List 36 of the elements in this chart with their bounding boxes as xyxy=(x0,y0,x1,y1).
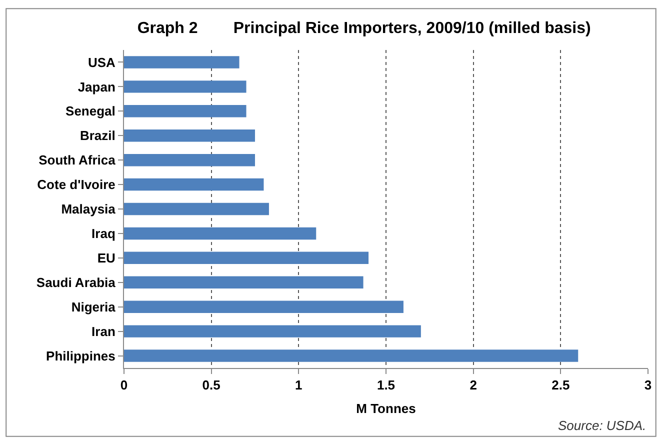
bar xyxy=(124,350,578,362)
bar xyxy=(124,252,369,264)
y-tick-label: Malaysia xyxy=(61,202,116,217)
bar xyxy=(124,202,269,216)
bar xyxy=(124,300,404,313)
y-tick-label: USA xyxy=(88,54,116,70)
y-tick-label: Cote d'Ivoire xyxy=(37,177,116,192)
bar xyxy=(124,105,246,118)
bar xyxy=(124,227,316,240)
x-tick-label: 3 xyxy=(644,378,652,393)
x-tick-label: 0.5 xyxy=(202,378,220,393)
source-note: Source: USDA. xyxy=(558,418,646,433)
bar xyxy=(124,276,364,288)
x-tick-label: 0 xyxy=(120,378,128,393)
x-tick-label: 1.5 xyxy=(376,378,396,393)
bar xyxy=(124,56,240,68)
y-tick-label: Nigeria xyxy=(71,299,116,314)
y-tick-label: EU xyxy=(97,250,116,266)
x-axis-title: M Tonnes xyxy=(356,401,416,416)
y-tick-label: Iran xyxy=(92,324,116,339)
y-tick-label: Iraq xyxy=(92,226,116,242)
chart-title: Graph 2 Principal Rice Importers, 2009/10 (milled basis) xyxy=(137,20,591,38)
bar xyxy=(124,130,255,142)
bar xyxy=(124,178,264,191)
bar xyxy=(124,154,255,166)
y-tick-label: Japan xyxy=(78,79,116,94)
bar xyxy=(124,80,246,93)
x-tick-label: 2 xyxy=(470,378,477,393)
x-tick-label: 2.5 xyxy=(552,378,570,393)
x-tick-label: 1 xyxy=(295,378,302,393)
bar xyxy=(124,325,421,338)
y-tick-label: Brazil xyxy=(80,128,116,144)
y-tick-label: Philippines xyxy=(46,348,116,364)
y-tick-label: Senegal xyxy=(66,104,116,119)
y-tick-label: South Africa xyxy=(38,152,116,168)
y-tick-label: Saudi Arabia xyxy=(36,274,116,290)
